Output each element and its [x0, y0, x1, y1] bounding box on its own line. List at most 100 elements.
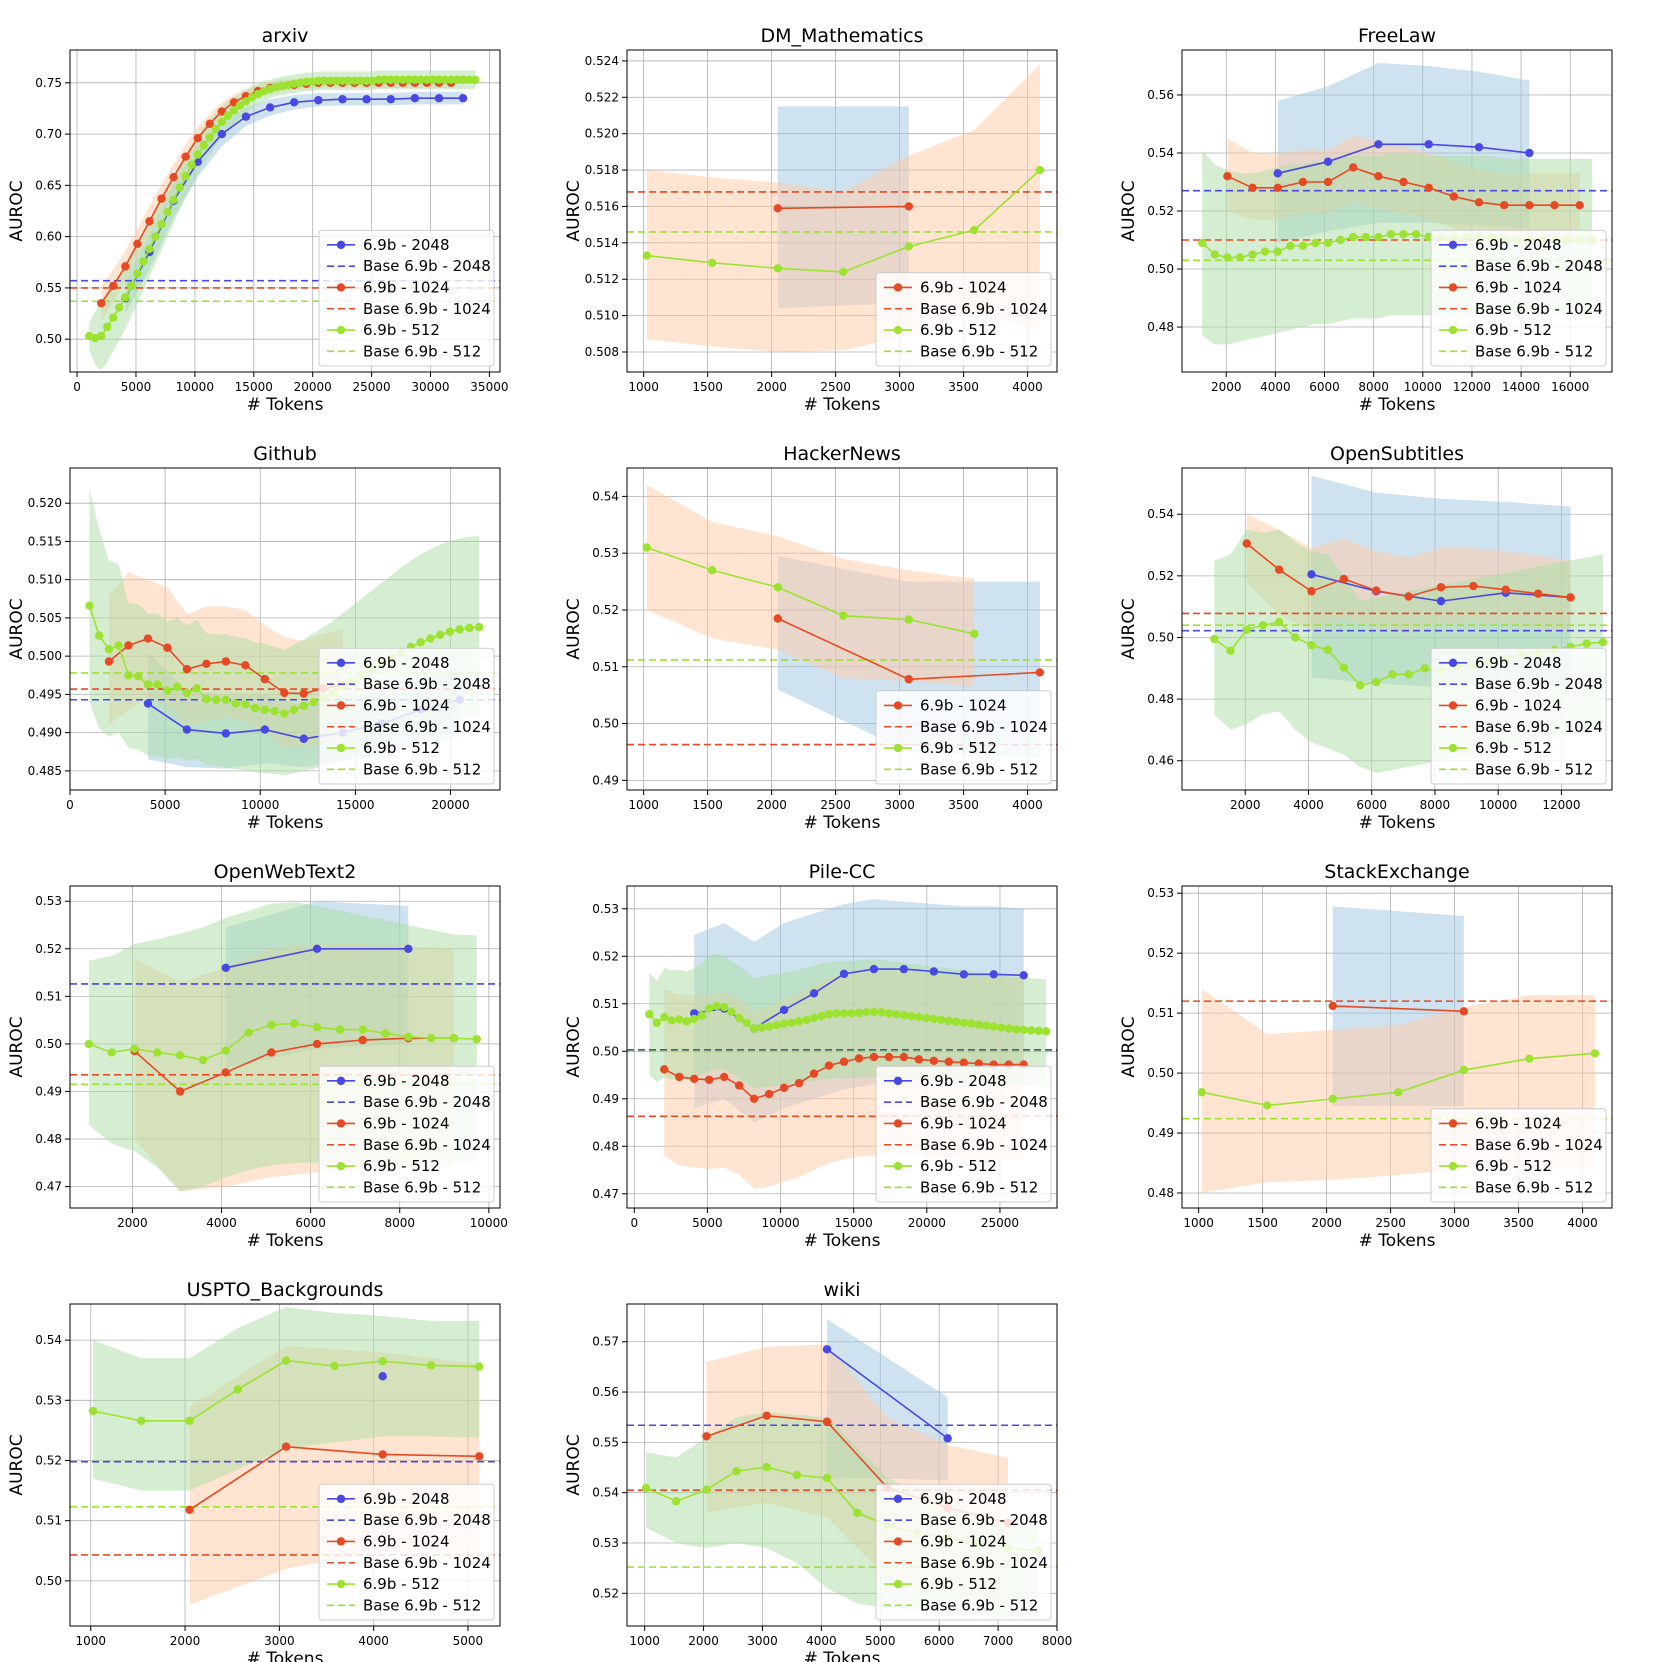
data-point: [702, 1485, 711, 1494]
y-tick-label: 0.522: [585, 90, 619, 104]
data-point: [338, 95, 347, 104]
legend-label: 6.9b - 512: [920, 1157, 997, 1175]
data-point: [914, 1055, 924, 1064]
data-point: [982, 1021, 991, 1030]
data-point: [96, 331, 106, 341]
data-point: [877, 1008, 886, 1017]
data-point: [1235, 253, 1245, 262]
y-tick-label: 0.50: [1147, 262, 1174, 276]
x-tick-label: 3000: [1439, 1216, 1470, 1230]
data-point: [1242, 625, 1251, 634]
x-tick-label: 10000: [470, 1216, 508, 1230]
data-point: [839, 611, 848, 620]
subplot-title: OpenWebText2: [214, 861, 357, 883]
plot-area: [1182, 475, 1612, 774]
subplot-hackernews: 1000 1500 2000 2500 3000 3500 4000 0.49 0.50 0.51…: [564, 443, 1058, 833]
data-point: [130, 1044, 139, 1053]
x-tick-label: 10000: [1404, 380, 1442, 394]
data-point: [702, 1432, 711, 1441]
y-tick-label: 0.60: [35, 230, 62, 244]
data-point: [1501, 585, 1510, 594]
data-point: [734, 1013, 744, 1023]
subplot-title: DM_Mathematics: [761, 25, 924, 47]
legend-label: Base 6.9b - 512: [363, 1596, 481, 1614]
legend-label: Base 6.9b - 1024: [920, 300, 1048, 318]
data-point: [378, 1356, 387, 1366]
y-tick-label: 0.48: [1147, 320, 1174, 334]
data-point: [822, 1417, 832, 1426]
data-point: [1372, 586, 1381, 595]
x-axis-label: # Tokens: [804, 813, 881, 833]
data-point: [104, 645, 114, 654]
y-tick-label: 0.505: [28, 611, 62, 625]
data-point: [181, 171, 190, 181]
data-point: [1273, 169, 1282, 178]
data-point: [470, 75, 480, 84]
data-point: [1339, 663, 1349, 672]
y-tick-label: 0.57: [592, 1335, 619, 1349]
data-point: [1566, 593, 1575, 602]
data-point: [205, 119, 214, 129]
x-tick-label: 12000: [1542, 798, 1580, 812]
data-point: [1198, 238, 1207, 248]
axes-frame: [1181, 467, 1613, 791]
data-point: [1248, 183, 1257, 192]
data-point: [809, 1069, 819, 1078]
legend-label: Base 6.9b - 2048: [920, 1511, 1048, 1529]
data-point: [332, 76, 341, 85]
data-point: [185, 1416, 194, 1425]
x-tick-label: 20000: [431, 798, 469, 812]
data-point: [847, 1009, 856, 1018]
data-point: [381, 1029, 390, 1038]
x-axis-label: # Tokens: [247, 395, 324, 415]
x-tick-label: 0: [630, 1216, 638, 1230]
data-point: [241, 661, 250, 670]
data-point: [474, 622, 484, 632]
data-point: [233, 1385, 243, 1394]
y-tick-label: 0.48: [1147, 692, 1174, 706]
data-point: [773, 583, 782, 592]
legend: 6.9b - 2048 Base 6.9b - 2048 6.9b - 1024 Ba…: [875, 1065, 1052, 1203]
subplot-stackexchange: 1000 1500 2000 2500 3000 3500 4000 0.48 0.49 0.50…: [1119, 861, 1613, 1251]
data-point: [416, 75, 426, 84]
subplot-arxiv: 0 5000 10000 15000 20000 25000 30000 35000 0.50 0…: [7, 25, 508, 415]
x-tick-label: 1000: [1183, 1216, 1214, 1230]
data-point: [734, 1081, 744, 1090]
data-point: [929, 1056, 939, 1065]
data-point: [1274, 617, 1284, 627]
data-point: [115, 303, 124, 312]
legend-label: 6.9b - 512: [1475, 321, 1552, 339]
axes-frame: [626, 49, 1058, 373]
data-point: [182, 664, 192, 674]
data-point: [675, 1015, 684, 1024]
subplot-dm-mathematics: 1000 1500 2000 2500 3000 3500 4000 0.508 0.510 0.…: [564, 25, 1058, 415]
data-point: [475, 1452, 484, 1461]
data-point: [824, 1010, 834, 1019]
data-point: [690, 1074, 699, 1084]
legend-label: 6.9b - 512: [920, 1575, 997, 1593]
data-point: [416, 638, 425, 647]
data-point: [809, 1013, 819, 1023]
legend-box: [875, 1483, 1052, 1621]
data-point: [642, 251, 651, 260]
data-point: [1019, 971, 1028, 980]
legend-marker: [1448, 701, 1458, 710]
data-point: [392, 75, 401, 84]
x-tick-label: 4000: [1012, 380, 1043, 394]
data-point: [265, 103, 275, 112]
data-point: [410, 93, 420, 103]
data-point: [764, 1022, 774, 1031]
data-point: [241, 700, 250, 709]
data-point: [1286, 241, 1295, 251]
data-point: [660, 1065, 669, 1074]
y-tick-label: 0.51: [35, 989, 62, 1003]
legend: 6.9b - 2048 Base 6.9b - 2048 6.9b - 1024 Ba…: [318, 647, 495, 785]
data-point: [107, 1048, 116, 1057]
data-point: [398, 75, 407, 84]
data-point: [169, 172, 178, 182]
data-point: [84, 1039, 94, 1049]
series-line: [189, 1445, 480, 1511]
data-point: [85, 601, 94, 610]
data-point: [929, 1014, 939, 1024]
legend-marker: [336, 658, 346, 668]
